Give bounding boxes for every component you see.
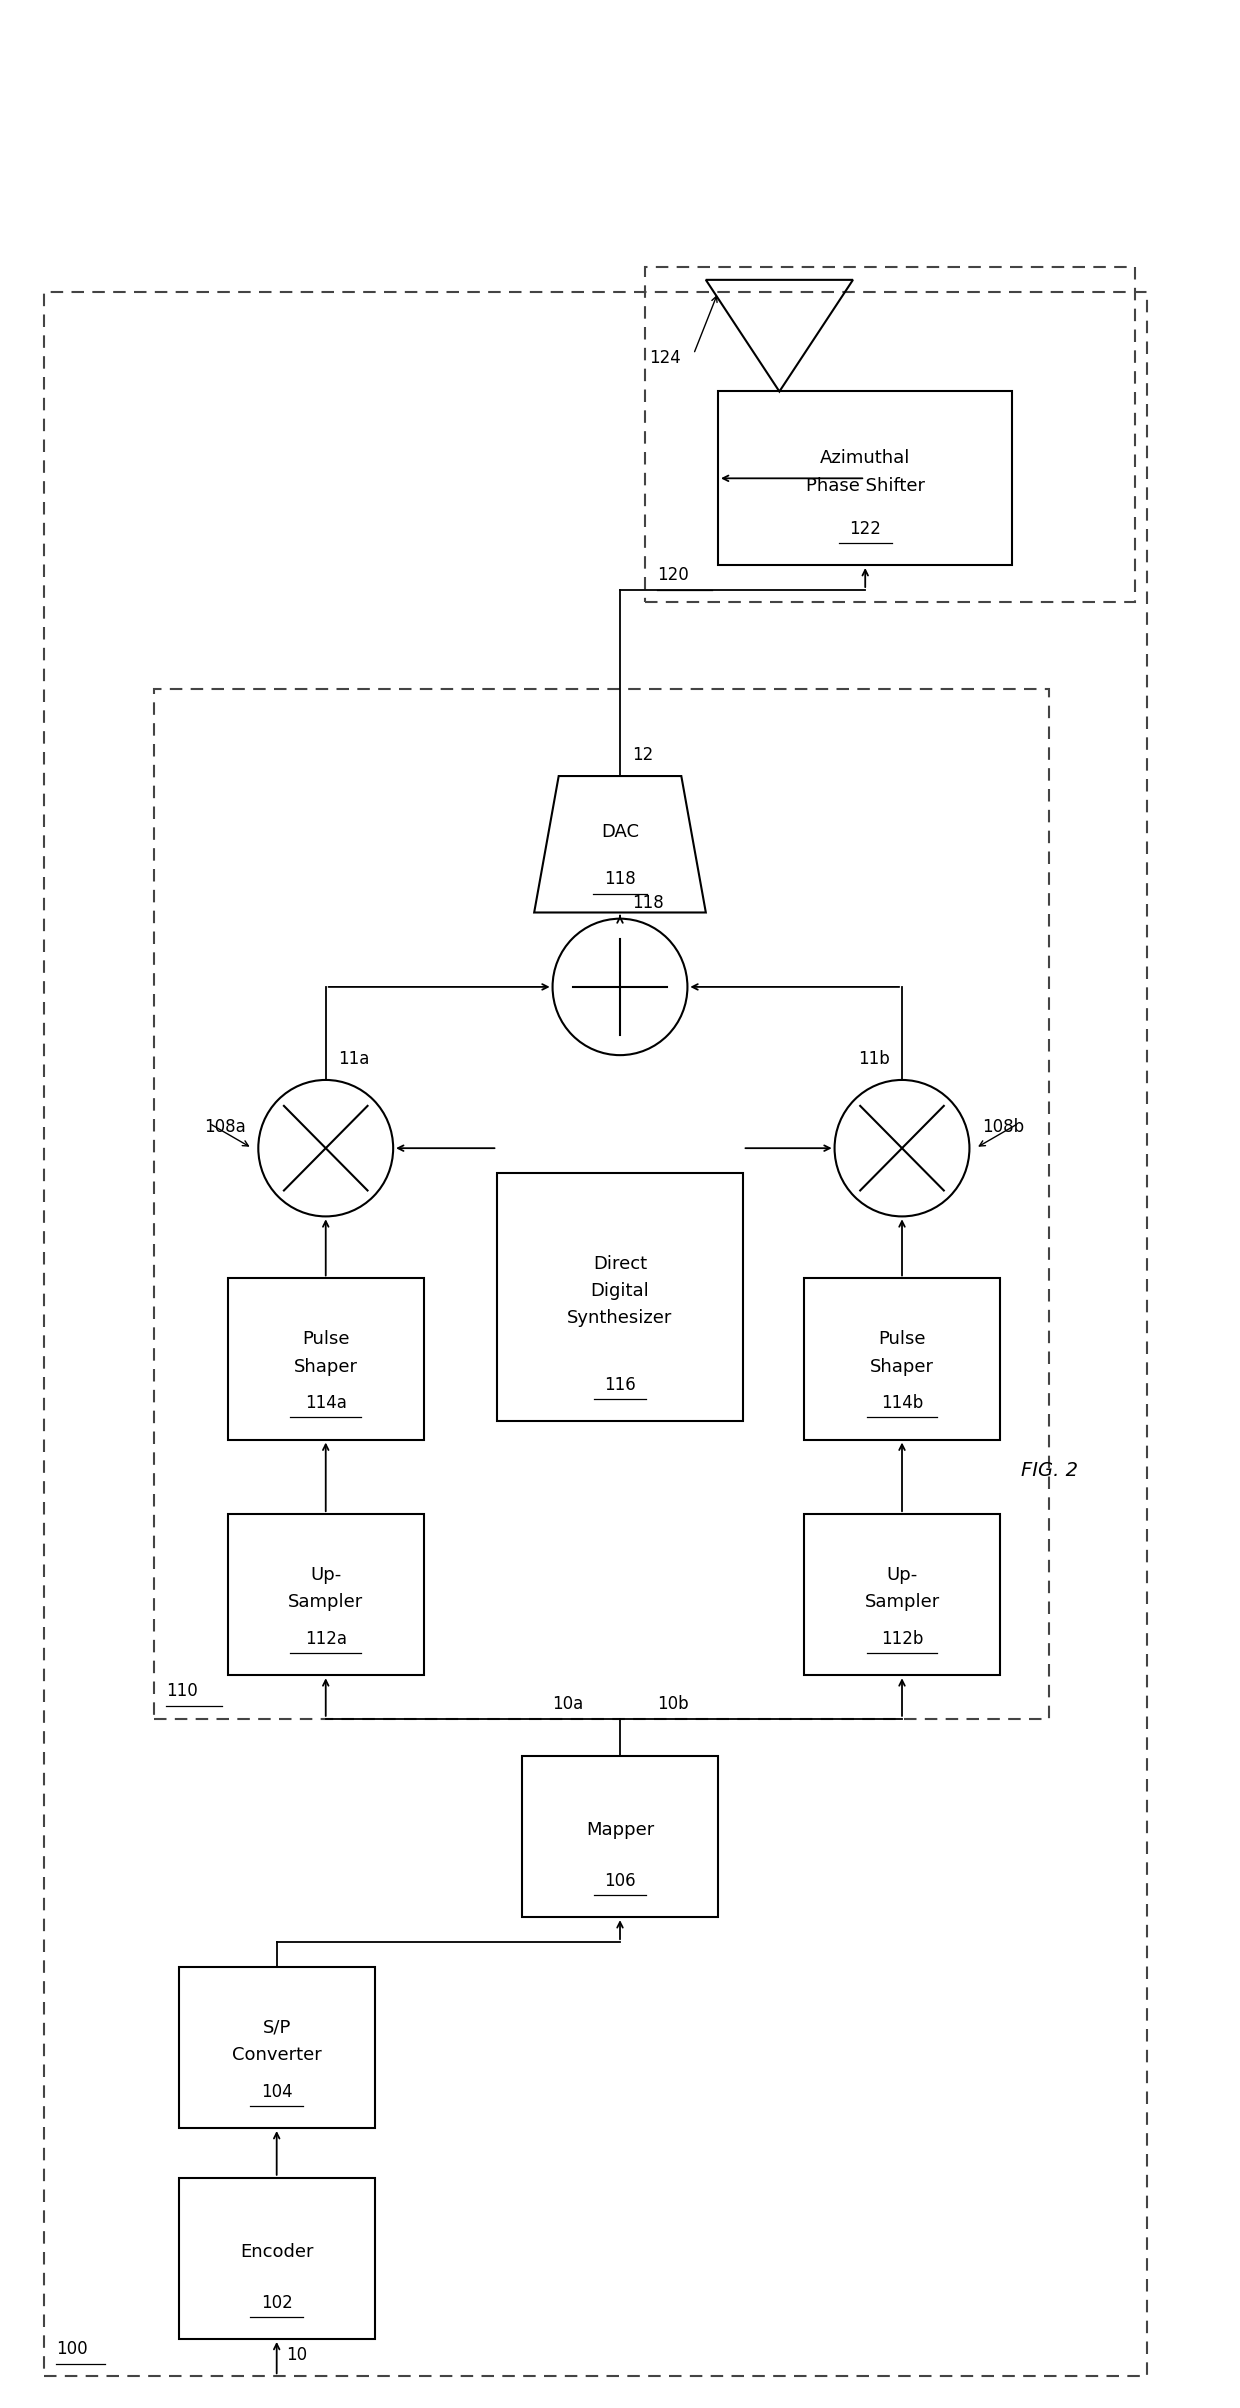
Circle shape [258,1079,393,1216]
Text: 112a: 112a [305,1630,347,1647]
Text: Shaper: Shaper [294,1358,357,1375]
Text: Up-: Up- [887,1565,918,1584]
Bar [497,1173,743,1421]
Text: S/P: S/P [263,2018,291,2037]
Bar [179,1967,374,2129]
Text: 106: 106 [604,1871,636,1890]
Text: 10a: 10a [552,1695,583,1712]
Text: 10: 10 [286,2345,308,2365]
Text: 10b: 10b [657,1695,688,1712]
Text: 102: 102 [260,2295,293,2312]
Text: 11a: 11a [339,1050,370,1067]
Bar [179,2177,374,2338]
Bar [804,1279,1001,1440]
Text: Synthesizer: Synthesizer [568,1310,672,1327]
Text: Up-: Up- [310,1565,341,1584]
Bar [43,291,1147,2377]
Text: 100: 100 [56,2341,88,2357]
Text: 108b: 108b [982,1117,1024,1137]
Text: Sampler: Sampler [288,1594,363,1611]
Text: Azimuthal: Azimuthal [820,450,910,467]
Polygon shape [534,775,706,913]
Text: Digital: Digital [590,1281,650,1300]
Text: Phase Shifter: Phase Shifter [806,477,925,494]
Text: 114b: 114b [880,1394,923,1413]
Text: 124: 124 [650,349,681,366]
Text: Pulse: Pulse [303,1329,350,1348]
Text: Converter: Converter [232,2047,321,2064]
Bar [154,689,1049,1719]
Text: 122: 122 [849,520,882,537]
Text: Pulse: Pulse [878,1329,926,1348]
Text: Shaper: Shaper [870,1358,934,1375]
Text: Mapper: Mapper [585,1820,655,1840]
Text: 118: 118 [632,893,663,913]
Bar [804,1515,1001,1676]
Bar [228,1515,424,1676]
Text: 11b: 11b [858,1050,890,1067]
Text: 12: 12 [632,746,653,763]
Text: 116: 116 [604,1375,636,1394]
Circle shape [553,920,687,1055]
Circle shape [835,1079,970,1216]
Text: 108a: 108a [205,1117,246,1137]
Text: 112b: 112b [880,1630,924,1647]
Text: 104: 104 [260,2083,293,2100]
Text: 110: 110 [166,1683,198,1700]
Bar [718,393,1012,566]
Text: Direct: Direct [593,1255,647,1271]
Text: 120: 120 [657,566,688,583]
Text: DAC: DAC [601,824,639,840]
Text: FIG. 2: FIG. 2 [1021,1462,1078,1481]
Text: 114a: 114a [305,1394,347,1413]
Bar [522,1755,718,1917]
Text: 118: 118 [604,869,636,889]
Bar [228,1279,424,1440]
Text: Sampler: Sampler [864,1594,940,1611]
Text: Encoder: Encoder [239,2244,314,2261]
Bar [645,267,1135,602]
